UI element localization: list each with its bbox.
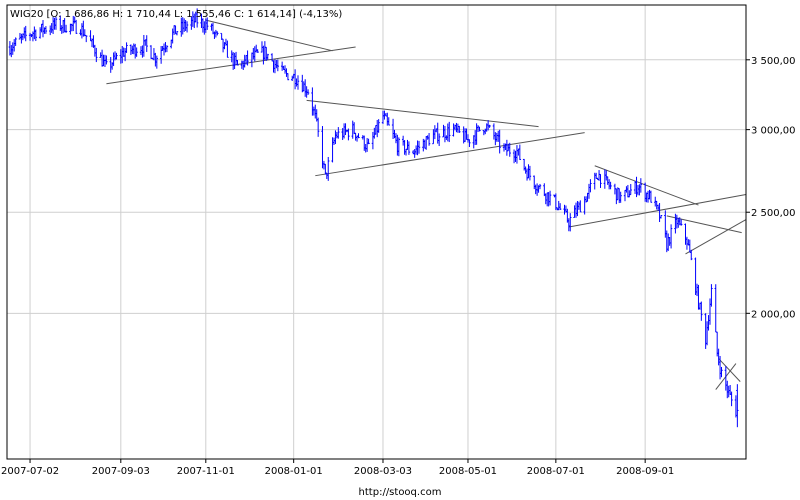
x-tick-label: 2008-09-01 xyxy=(616,466,674,477)
x-tick-label: 2008-03-03 xyxy=(354,466,412,477)
y-tick-label: 2 000,00 xyxy=(751,309,796,320)
y-tick-label: 3 000,00 xyxy=(751,126,796,137)
trendline xyxy=(306,99,539,128)
price-bars xyxy=(8,8,739,428)
x-tick-label: 2007-07-02 xyxy=(1,466,59,477)
trendline xyxy=(106,46,356,85)
y-axis: 3 500,00 3 000,00 2 500,00 2 000,00 xyxy=(746,56,796,320)
trendlines xyxy=(106,19,747,390)
grid xyxy=(7,5,746,459)
trendline xyxy=(594,165,699,206)
y-tick-label: 3 500,00 xyxy=(751,56,796,67)
trendline xyxy=(685,219,747,255)
x-tick-label: 2007-11-01 xyxy=(177,466,235,477)
trendline xyxy=(568,193,747,228)
x-tick-label: 2008-01-01 xyxy=(265,466,323,477)
trendline xyxy=(315,132,585,177)
chart-header: WIG20 [O: 1 686,86 H: 1 710,44 L: 1 555,… xyxy=(10,9,342,20)
x-axis: 2007-07-02 2007-09-03 2007-11-01 2008-01-01… xyxy=(1,459,674,477)
y-tick-label: 2 500,00 xyxy=(751,208,796,219)
plot-frame xyxy=(6,4,747,460)
x-tick-label: 2007-09-03 xyxy=(92,466,150,477)
trendline xyxy=(718,358,741,382)
x-tick-label: 2008-07-01 xyxy=(527,466,585,477)
source-label: http://stooq.com xyxy=(359,487,442,498)
trendline xyxy=(205,19,333,52)
x-tick-label: 2008-05-01 xyxy=(439,466,497,477)
